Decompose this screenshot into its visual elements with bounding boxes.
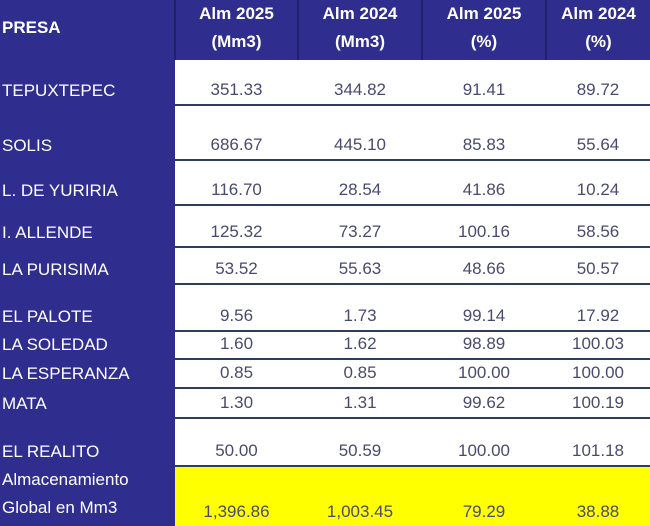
value-cell: 100.16 (422, 205, 546, 248)
presa-name: EL PALOTE (0, 284, 175, 331)
value-cell: 9.56 (175, 284, 298, 332)
total-row: Almacenamiento Global en Mm3 1,396.86 1,003… (0, 466, 650, 526)
table-row: I. ALLENDE 125.32 73.27 100.16 58.56 (0, 205, 650, 248)
value-cell: 1.73 (298, 284, 422, 332)
value-cell: 344.82 (298, 60, 422, 106)
table-row: EL PALOTE 9.56 1.73 99.14 17.92 (0, 284, 650, 332)
value-cell: 73.27 (298, 205, 422, 248)
header-line: Alm 2024 (561, 4, 636, 23)
value-cell: 53.52 (175, 247, 298, 285)
value-cell: 100.00 (422, 359, 546, 389)
value-cell: 99.14 (422, 284, 546, 332)
value-cell: 445.10 (298, 105, 422, 161)
value-cell: 50.00 (175, 418, 298, 467)
value-cell: 0.85 (175, 359, 298, 389)
header-alm2025-mm3: Alm 2025 (Mm3) (174, 0, 298, 60)
presa-name: SOLIS (0, 105, 175, 160)
header-row: PRESA Alm 2025 (Mm3) Alm 2024 (Mm3) Alm 20… (0, 0, 650, 60)
value-cell: 41.86 (422, 160, 546, 206)
header-line: Alm 2024 (322, 4, 398, 23)
value-cell: 55.63 (298, 247, 422, 285)
total-label-line: Almacenamiento (2, 470, 129, 489)
presa-name: MATA (0, 388, 175, 418)
header-presa: PRESA (0, 0, 175, 60)
header-line: (%) (585, 32, 612, 51)
table-row: LA ESPERANZA 0.85 0.85 100.00 100.00 (0, 359, 650, 389)
header-line: Alm 2025 (446, 4, 522, 23)
header-line: (%) (470, 32, 498, 51)
total-label: Almacenamiento Global en Mm3 (0, 466, 175, 526)
value-cell: 686.67 (175, 105, 298, 161)
value-cell: 55.64 (546, 105, 650, 161)
table-row: SOLIS 686.67 445.10 85.83 55.64 (0, 105, 650, 161)
total-value-cell: 1,396.86 (175, 466, 298, 526)
value-cell: 1.31 (298, 388, 422, 419)
header-line: (Mm3) (211, 32, 262, 51)
value-cell: 99.62 (422, 388, 546, 419)
value-cell: 100.03 (546, 331, 650, 360)
table-row: EL REALITO 50.00 50.59 100.00 101.18 (0, 418, 650, 467)
value-cell: 50.57 (546, 247, 650, 285)
value-cell: 100.19 (546, 388, 650, 419)
value-cell: 100.00 (422, 418, 546, 467)
table-row: LA SOLEDAD 1.60 1.62 98.89 100.03 (0, 331, 650, 360)
value-cell: 17.92 (546, 284, 650, 332)
presa-name: L. DE YURIRIA (0, 160, 175, 205)
total-value-cell: 38.88 (546, 466, 650, 526)
total-value-cell: 1,003.45 (298, 466, 422, 526)
value-cell: 89.72 (546, 60, 650, 106)
presa-name: LA SOLEDAD (0, 331, 175, 359)
value-cell: 58.56 (546, 205, 650, 248)
header-line: (Mm3) (334, 32, 386, 51)
presa-name: EL REALITO (0, 418, 175, 466)
presa-name: TEPUXTEPEC (0, 60, 175, 105)
total-value-cell: 79.29 (422, 466, 546, 526)
table-row: L. DE YURIRIA 116.70 28.54 41.86 10.24 (0, 160, 650, 206)
value-cell: 1.30 (175, 388, 298, 419)
value-cell: 101.18 (546, 418, 650, 467)
value-cell: 351.33 (175, 60, 298, 106)
presa-name: LA PURISIMA (0, 247, 175, 284)
table-row: MATA 1.30 1.31 99.62 100.19 (0, 388, 650, 419)
presa-name: I. ALLENDE (0, 205, 175, 247)
value-cell: 0.85 (298, 359, 422, 389)
presa-name: LA ESPERANZA (0, 359, 175, 388)
value-cell: 48.66 (422, 247, 546, 285)
header-alm2024-mm3: Alm 2024 (Mm3) (297, 0, 422, 60)
value-cell: 98.89 (422, 331, 546, 360)
value-cell: 28.54 (298, 160, 422, 206)
value-cell: 50.59 (298, 418, 422, 467)
value-cell: 100.00 (546, 359, 650, 389)
value-cell: 1.62 (298, 331, 422, 360)
value-cell: 1.60 (175, 331, 298, 360)
value-cell: 125.32 (175, 205, 298, 248)
header-line: Alm 2025 (199, 4, 274, 23)
total-label-line: Global en Mm3 (2, 498, 118, 517)
header-alm2024-pct: Alm 2024 (%) (545, 0, 650, 60)
value-cell: 10.24 (546, 160, 650, 206)
value-cell: 91.41 (422, 60, 546, 106)
table-row: TEPUXTEPEC 351.33 344.82 91.41 89.72 (0, 60, 650, 106)
table-row: LA PURISIMA 53.52 55.63 48.66 50.57 (0, 247, 650, 285)
header-alm2025-pct: Alm 2025 (%) (421, 0, 546, 60)
value-cell: 85.83 (422, 105, 546, 161)
value-cell: 116.70 (175, 160, 298, 206)
